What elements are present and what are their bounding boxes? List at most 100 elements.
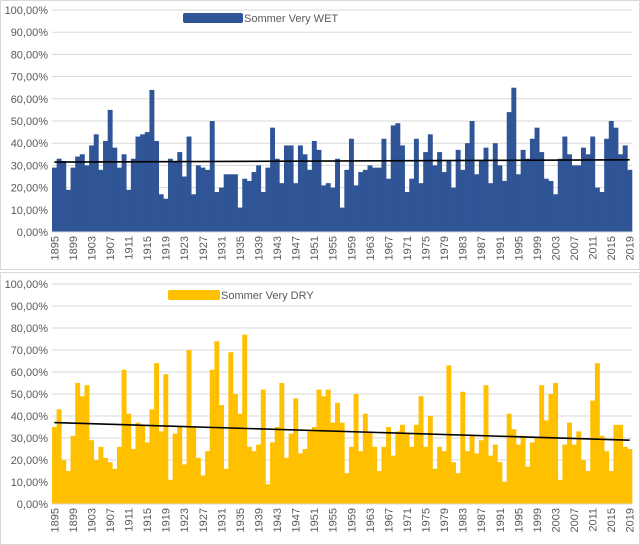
wet-x-tick-label: 1955: [328, 236, 340, 260]
wet-bar-1979: [441, 172, 447, 232]
wet-bar-1987: [478, 160, 484, 232]
dry-bar-1916: [149, 409, 155, 504]
dry-bar-1954: [325, 389, 331, 504]
wet-bar-1927: [200, 167, 206, 232]
dry-bar-1969: [395, 431, 401, 504]
dry-x-tick-label: 1943: [272, 508, 284, 532]
wet-bar-1934: [232, 174, 238, 232]
dry-x-tick-label: 1923: [179, 508, 191, 532]
dry-x-tick-label: 1895: [49, 508, 61, 532]
wet-bar-2015: [608, 121, 614, 232]
dry-bar-2010: [585, 471, 591, 504]
dry-bar-1977: [432, 468, 438, 504]
dry-bar-1973: [413, 424, 419, 504]
wet-y-tick-label: 60,00%: [11, 94, 49, 106]
wet-bar-1924: [186, 136, 192, 232]
dry-bar-1961: [358, 451, 364, 504]
dry-bar-1940: [260, 389, 266, 504]
wet-x-tick-label: 1983: [458, 236, 470, 260]
wet-bar-1958: [344, 169, 350, 232]
wet-x-tick-label: 1971: [402, 236, 414, 260]
dry-bar-1945: [284, 457, 289, 504]
wet-bar-1950: [307, 169, 313, 232]
wet-bar-1984: [464, 143, 470, 232]
wet-y-tick-label: 80,00%: [11, 49, 49, 61]
wet-bar-2009: [580, 147, 586, 232]
wet-bar-1947: [293, 183, 299, 232]
wet-bar-1966: [381, 138, 387, 232]
dry-bar-2016: [613, 424, 619, 504]
wet-bar-1978: [437, 152, 443, 232]
dry-bar-1971: [404, 433, 410, 504]
wet-bar-2001: [543, 178, 549, 232]
dry-bar-2012: [594, 363, 600, 504]
wet-x-tick-label: 2015: [606, 236, 618, 260]
dry-bar-1967: [386, 427, 392, 504]
wet-y-tick-label: 0,00%: [17, 227, 48, 239]
dry-x-tick-label: 2015: [606, 508, 618, 532]
dry-x-tick-label: 1947: [291, 508, 303, 532]
dry-bar-1920: [168, 479, 173, 504]
wet-bar-1996: [520, 149, 526, 232]
wet-bar-1998: [529, 138, 535, 232]
wet-bar-1904: [93, 134, 99, 232]
wet-bar-1992: [502, 180, 508, 232]
wet-bar-1971: [404, 192, 410, 232]
wet-bar-1909: [116, 167, 122, 232]
wet-bar-1941: [265, 167, 271, 232]
wet-bar-1923: [181, 176, 187, 232]
wet-bar-1946: [288, 145, 294, 232]
wet-x-tick-label: 2011: [588, 236, 600, 260]
wet-bar-1949: [302, 154, 308, 232]
wet-x-tick-label: 1931: [216, 236, 228, 260]
wet-x-tick-label: 1967: [383, 236, 395, 260]
dry-x-tick-label: 1907: [105, 508, 117, 532]
dry-bar-1915: [144, 442, 150, 504]
dry-bar-1895: [52, 427, 57, 504]
wet-bar-1902: [84, 165, 90, 232]
dry-x-tick-label: 1983: [458, 508, 470, 532]
wet-bar-1895: [52, 167, 57, 232]
dry-bar-1955: [330, 422, 336, 504]
dry-bar-1988: [483, 385, 489, 504]
dry-bar-1946: [288, 433, 294, 504]
wet-bar-1965: [376, 167, 382, 232]
dry-bar-1963: [367, 431, 373, 504]
dry-x-tick-label: 1899: [68, 508, 80, 532]
dry-trendline: [54, 421, 630, 441]
wet-bar-1929: [209, 121, 215, 232]
wet-x-tick-label: 1963: [365, 236, 377, 260]
dry-bar-1937: [246, 446, 252, 504]
dry-bar-1981: [451, 462, 456, 504]
dry-bar-1953: [321, 396, 327, 504]
wet-bar-1935: [237, 207, 243, 232]
wet-bar-2004: [557, 158, 563, 232]
dry-bar-1949: [302, 449, 308, 504]
wet-bar-2013: [599, 192, 605, 232]
dry-bar-2008: [576, 431, 582, 504]
wet-legend-label: Sommer Very WET: [244, 13, 338, 25]
dry-x-tick-label: 1999: [532, 508, 544, 532]
wet-x-tick-label: 1987: [476, 236, 488, 260]
wet-bar-1944: [279, 183, 285, 232]
dry-y-tick-label: 70,00%: [11, 345, 49, 357]
dry-bar-1902: [84, 385, 90, 504]
dry-bar-1994: [511, 429, 517, 504]
dry-bar-1913: [135, 422, 141, 504]
dry-bar-1921: [172, 433, 178, 504]
dry-bar-2014: [604, 451, 610, 504]
dry-bar-1976: [427, 416, 433, 504]
dry-bar-1995: [516, 444, 521, 504]
dry-bar-1965: [376, 471, 382, 504]
dry-y-tick-label: 50,00%: [11, 389, 49, 401]
wet-bar-1931: [219, 187, 224, 232]
dry-bar-1984: [464, 451, 470, 504]
dry-bar-2004: [557, 479, 563, 504]
dry-x-tick-label: 1915: [142, 508, 154, 532]
wet-bar-1989: [488, 183, 494, 232]
wet-x-tick-label: 2007: [569, 236, 581, 260]
wet-bar-1914: [140, 134, 146, 232]
wet-x-tick-label: 1979: [439, 236, 451, 260]
wet-bar-1906: [103, 140, 108, 232]
wet-bar-2006: [567, 154, 572, 232]
